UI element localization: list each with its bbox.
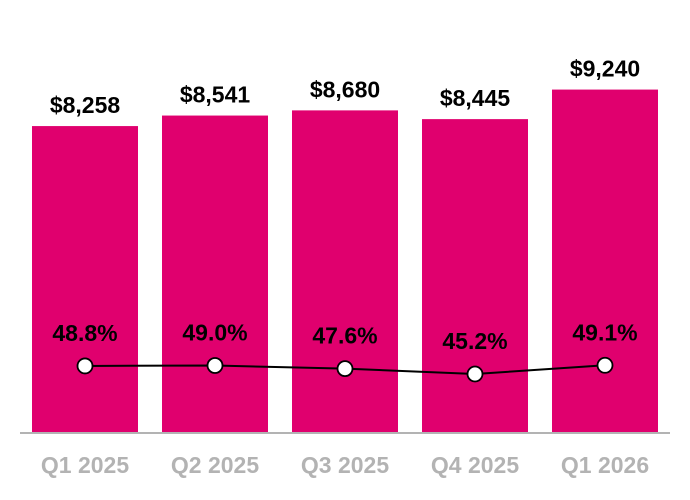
percent-label: 49.1% xyxy=(572,319,637,345)
percent-label: 48.8% xyxy=(52,320,117,346)
bar xyxy=(162,115,268,433)
percent-marker xyxy=(76,357,94,375)
bar-value-label: $9,240 xyxy=(570,56,640,82)
percent-label: 49.0% xyxy=(182,320,247,346)
bar-value-label: $8,680 xyxy=(310,76,380,102)
x-tick-label: Q1 2025 xyxy=(41,452,129,478)
percent-marker xyxy=(206,357,224,374)
percent-marker xyxy=(336,360,354,378)
bar xyxy=(552,89,658,433)
percent-marker xyxy=(466,365,484,383)
percent-line-group xyxy=(76,356,614,383)
bars-group xyxy=(32,89,658,434)
x-tick-label: Q2 2025 xyxy=(171,452,259,478)
percent-label: 45.2% xyxy=(442,328,507,354)
labels-group: $8,258 Q1 2025 48.8% $8,541 Q2 2025 49.0% $8,6… xyxy=(41,56,649,478)
x-tick-label: Q1 2026 xyxy=(561,452,649,478)
percent-marker xyxy=(596,356,614,374)
x-tick-label: Q4 2025 xyxy=(431,452,519,478)
percent-label: 47.6% xyxy=(312,323,377,349)
bar-value-label: $8,445 xyxy=(440,85,511,111)
bar xyxy=(32,126,138,433)
x-tick-label: Q3 2025 xyxy=(301,452,389,478)
bar-value-label: $8,258 xyxy=(50,92,121,118)
bar-value-label: $8,541 xyxy=(180,82,251,108)
bar xyxy=(292,110,398,434)
bar xyxy=(422,119,528,433)
